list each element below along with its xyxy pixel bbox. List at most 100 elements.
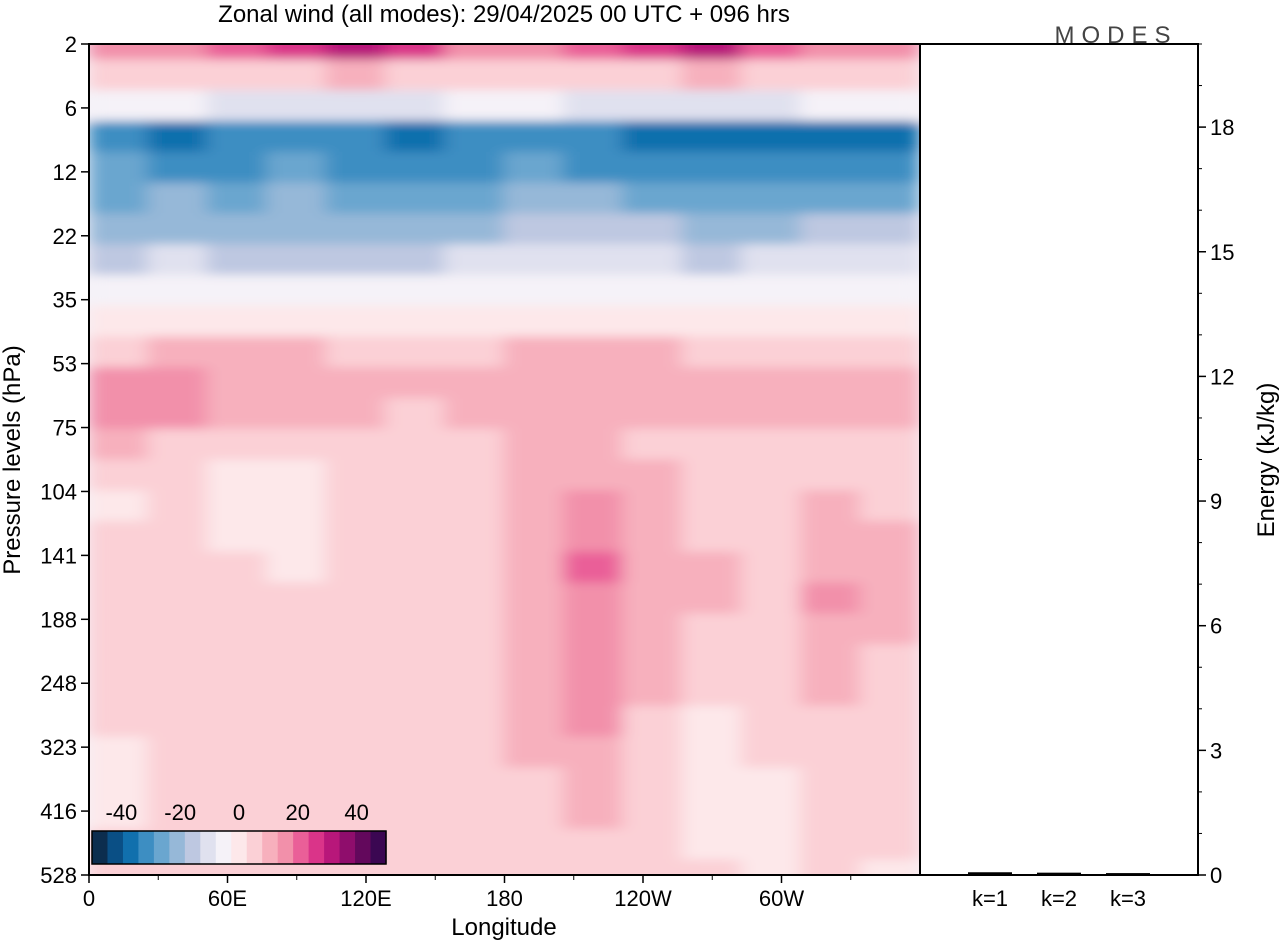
heatmap-cell <box>562 44 625 61</box>
heatmap-panel: 0 60E 120E 180 120W 60W 2 6 12 22 35 53 75 104 141 188… <box>0 32 921 941</box>
heatmap-cell <box>622 182 684 215</box>
heatmap-cell <box>266 582 328 615</box>
heatmap-cell <box>503 336 565 369</box>
heatmap-cell <box>444 859 506 875</box>
heatmap-cell <box>800 644 862 676</box>
heatmap-cell <box>89 397 150 430</box>
heatmap-cell <box>800 44 862 61</box>
heatmap-cell <box>740 397 803 430</box>
heatmap-cell <box>206 213 269 246</box>
heatmap-cell <box>206 336 269 369</box>
heatmap-cell <box>384 44 447 61</box>
heatmap-cell <box>800 613 862 646</box>
heatmap-cell <box>681 705 743 738</box>
heatmap-cell <box>859 367 920 399</box>
heatmap-cell <box>562 90 625 122</box>
heatmap-cell <box>800 213 862 246</box>
y-tick-label: 35 <box>53 288 77 313</box>
heatmap-cell <box>444 274 506 307</box>
heatmap-cell <box>800 767 862 800</box>
heatmap-cell <box>681 551 743 584</box>
heatmap-cell <box>800 521 862 553</box>
heatmap-cell <box>147 459 209 492</box>
heatmap-cell <box>622 613 684 646</box>
heatmap-cell <box>206 244 269 276</box>
heatmap-cell <box>859 705 920 738</box>
heatmap-cell <box>266 90 328 122</box>
heatmap-cell <box>206 120 269 153</box>
heatmap-cell <box>740 151 803 184</box>
heatmap-cell <box>384 551 447 584</box>
heatmap-cell <box>444 828 506 861</box>
heatmap-cell <box>147 44 209 61</box>
heatmap-cell <box>562 613 625 646</box>
heatmap-cell <box>89 336 150 369</box>
heatmap-cell <box>266 182 328 215</box>
heatmap-cell <box>384 459 447 492</box>
heatmap-cell <box>503 582 565 615</box>
energy-tick-label: 15 <box>1210 240 1234 265</box>
heatmap-cell <box>89 274 150 307</box>
heatmap-cell <box>740 736 803 769</box>
y-tick-label: 12 <box>53 160 77 185</box>
heatmap-cell <box>503 551 565 584</box>
heatmap-cell <box>681 367 743 399</box>
heatmap-cell <box>740 613 803 646</box>
heatmap-cell <box>562 120 625 153</box>
heatmap-cell <box>206 582 269 615</box>
heatmap-cell <box>325 551 387 584</box>
heatmap-cell <box>622 828 684 861</box>
heatmap-cell <box>681 582 743 615</box>
heatmap-cell <box>89 798 150 830</box>
heatmap-cell <box>503 828 565 861</box>
heatmap-cell <box>89 490 150 523</box>
colorbar-swatch <box>262 831 279 864</box>
heatmap-cell <box>147 736 209 769</box>
heatmap-cell <box>681 674 743 707</box>
heatmap-cell <box>384 490 447 523</box>
heatmap-cell <box>622 44 684 61</box>
colorbar-swatch <box>138 831 155 864</box>
heatmap-cell <box>859 613 920 646</box>
heatmap-cell <box>384 59 447 92</box>
heatmap-cell <box>384 90 447 122</box>
heatmap-cell <box>147 767 209 800</box>
heatmap-cell <box>562 274 625 307</box>
heatmap-cell <box>384 828 447 861</box>
colorbar-swatch <box>355 831 372 864</box>
heatmap-cell <box>681 767 743 800</box>
heatmap-cell <box>206 767 269 800</box>
heatmap-cell <box>503 59 565 92</box>
energy-category-label: k=1 <box>972 886 1008 911</box>
heatmap-cell <box>503 459 565 492</box>
y-tick-label: 75 <box>53 416 77 441</box>
y-tick-label: 528 <box>40 863 77 888</box>
heatmap-cell <box>89 521 150 553</box>
heatmap-cell <box>800 397 862 430</box>
heatmap-cell <box>622 551 684 584</box>
heatmap-cell <box>266 674 328 707</box>
heatmap-cell <box>740 490 803 523</box>
heatmap-cell <box>384 182 447 215</box>
colorbar-swatch <box>277 831 294 864</box>
heatmap-cell <box>562 213 625 246</box>
heatmap-cell <box>859 767 920 800</box>
heatmap-cell <box>147 90 209 122</box>
longitude-axis: 0 60E 120E 180 120W 60W <box>83 875 852 911</box>
heatmap-cell <box>800 859 862 875</box>
heatmap-cell <box>325 305 387 338</box>
heatmap-cell <box>266 736 328 769</box>
heatmap-cell <box>325 798 387 830</box>
heatmap-cell <box>800 244 862 276</box>
heatmap-cell <box>562 305 625 338</box>
colorbar-swatch <box>169 831 186 864</box>
heatmap-cell <box>206 182 269 215</box>
heatmap-cell <box>266 274 328 307</box>
heatmap-cell <box>444 551 506 584</box>
colorbar-swatch <box>200 831 217 864</box>
heatmap-cell <box>859 305 920 338</box>
heatmap-cell <box>681 244 743 276</box>
heatmap-cell <box>384 397 447 430</box>
heatmap-cell <box>740 705 803 738</box>
heatmap-cell <box>562 397 625 430</box>
